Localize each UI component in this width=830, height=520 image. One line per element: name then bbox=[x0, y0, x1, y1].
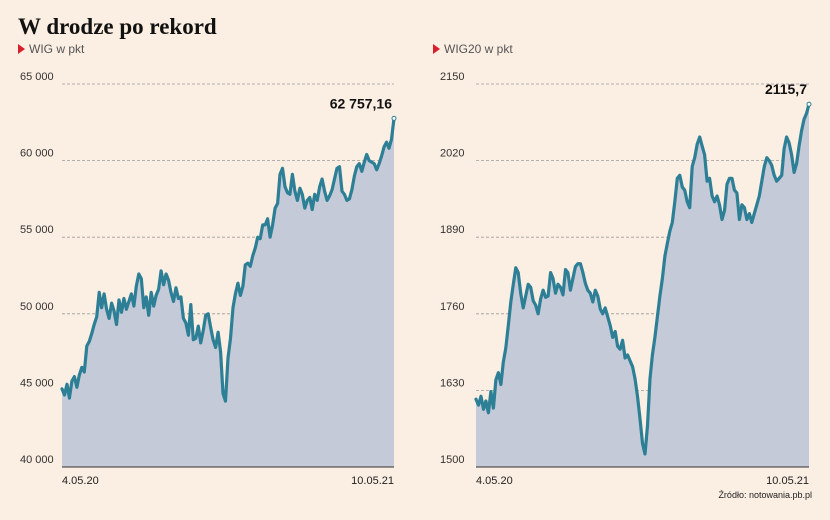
wig20-y-tick-label: 1500 bbox=[440, 454, 464, 466]
wig20-x-tick-label: 4.05.20 bbox=[476, 475, 513, 487]
wig20-last-point bbox=[806, 101, 812, 107]
wig-subtitle: WIG w pkt bbox=[18, 42, 84, 56]
wig20-y-tick-label: 1630 bbox=[440, 377, 464, 389]
wig-x-tick-label: 10.05.21 bbox=[351, 475, 394, 487]
wig20-y-tick-label: 2150 bbox=[440, 71, 464, 83]
wig-y-tick-label: 65 000 bbox=[20, 71, 54, 83]
wig20-subtitle-label: WIG20 w pkt bbox=[444, 42, 513, 56]
wig20-y-tick-label: 2020 bbox=[440, 148, 464, 160]
wig-y-tick-label: 40 000 bbox=[20, 454, 54, 466]
red-triangle-icon bbox=[433, 44, 440, 54]
wig20-y-tick-label: 1890 bbox=[440, 224, 464, 236]
wig-y-tick-label: 50 000 bbox=[20, 301, 54, 313]
wig-x-tick-label: 4.05.20 bbox=[62, 475, 99, 487]
wig20-series-line bbox=[474, 102, 811, 456]
wig-y-tick-label: 60 000 bbox=[20, 148, 54, 160]
wig20-last-value-label: 2115,7 bbox=[765, 81, 807, 97]
wig-subtitle-label: WIG w pkt bbox=[29, 42, 85, 56]
wig-y-tick-label: 55 000 bbox=[20, 224, 54, 236]
wig-area bbox=[62, 118, 394, 468]
wig20-area bbox=[476, 104, 809, 467]
source-note: Źródło: notowania.pb.pl bbox=[718, 490, 812, 500]
wig-last-value-label: 62 757,16 bbox=[330, 95, 392, 111]
wig-last-point bbox=[391, 115, 397, 121]
red-triangle-icon bbox=[18, 44, 25, 54]
wig-series-line bbox=[60, 116, 396, 403]
wig20-subtitle: WIG20 w pkt bbox=[433, 42, 513, 56]
page-title: W drodze po rekord bbox=[18, 14, 217, 39]
wig20-y-tick-label: 1760 bbox=[440, 301, 464, 313]
wig20-x-tick-label: 10.05.21 bbox=[766, 475, 809, 487]
wig-y-tick-label: 45 000 bbox=[20, 377, 54, 389]
